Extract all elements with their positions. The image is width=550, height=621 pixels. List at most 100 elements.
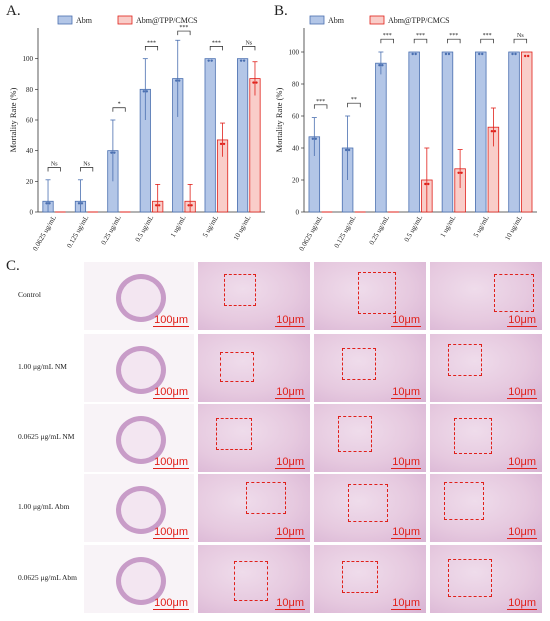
histology-image-high-mag: 10μm: [314, 474, 426, 542]
histology-image-low-mag: 100μm: [84, 404, 194, 472]
significance-bracket: [47, 167, 61, 172]
region-of-interest-box: [348, 484, 388, 522]
legend-label-abm: Abm: [76, 16, 93, 25]
region-of-interest-box: [246, 482, 286, 514]
data-point-abm: [411, 52, 414, 56]
data-point-tpp: [424, 182, 427, 186]
chart-b: 0 20 40 60 80 100 Mortality Rate (%) Abm Abm@TPP…: [274, 15, 537, 252]
chart-a: 0 20 40 60 80 100 Mortality Rate (%) Abm Abm@TPP…: [8, 15, 265, 252]
significance-bracket: [413, 38, 428, 44]
bar-abm: [204, 58, 216, 213]
histology-image-high-mag: 10μm: [198, 474, 310, 542]
tissue-section: [116, 486, 166, 534]
data-point-tpp: [255, 81, 258, 84]
y-tick-label: 20: [292, 177, 300, 185]
bar-abm: [375, 62, 387, 213]
significance-bracket: [80, 167, 94, 172]
data-point-tpp: [523, 54, 527, 58]
y-tick-label: 80: [292, 81, 300, 89]
significance-bracket: [242, 46, 256, 51]
histology-image-high-mag: 10μm: [198, 262, 310, 330]
region-of-interest-box: [454, 418, 492, 454]
scale-bar: 10μm: [507, 314, 537, 327]
data-point-tpp: [154, 204, 158, 207]
data-point-tpp: [190, 204, 193, 207]
region-of-interest-box: [224, 274, 256, 306]
tissue-section: [116, 416, 166, 464]
data-point-tpp: [222, 142, 226, 146]
x-tick-label: 5 ug/mL: [472, 214, 491, 239]
bar-abm: [237, 58, 249, 213]
region-of-interest-box: [448, 344, 482, 376]
data-point-abm: [110, 151, 113, 154]
scale-bar: 100μm: [153, 526, 189, 539]
significance-bracket: [177, 30, 191, 36]
tissue-section: [116, 274, 166, 322]
y-tick-label: 100: [23, 55, 34, 63]
y-axis-title: Mortality Rate (%): [274, 87, 284, 152]
scale-bar: 10μm: [275, 386, 305, 399]
histology-image-high-mag: 10μm: [430, 262, 542, 330]
histology-image-low-mag: 100μm: [84, 262, 194, 330]
data-point-abm: [481, 52, 484, 56]
x-tick-label: 0.25 ug/mL: [368, 214, 391, 246]
scale-bar: 10μm: [275, 456, 305, 469]
bar-abm: [441, 51, 454, 213]
scale-bar: 10μm: [391, 526, 421, 539]
data-point-abm: [178, 79, 181, 82]
legend-swatch-tpp: [117, 15, 133, 25]
significance-bracket: [209, 46, 223, 51]
histology-row-label: Control: [18, 290, 41, 299]
data-point-tpp: [526, 54, 530, 58]
y-tick-label: 40: [292, 145, 300, 153]
data-point-abm: [514, 52, 517, 56]
significance-bracket: [380, 38, 394, 44]
tissue-section: [116, 557, 166, 605]
significance-label: Ns: [245, 40, 252, 46]
histology-row-label: 0.0625 μg/mL NM: [18, 432, 75, 441]
data-point-abm: [207, 59, 210, 62]
scale-bar: 100μm: [153, 386, 189, 399]
histology-image-high-mag: 10μm: [198, 404, 310, 472]
y-tick-label: 0: [296, 209, 300, 217]
region-of-interest-box: [234, 561, 268, 601]
legend: Abm Abm@TPP/CMCS: [309, 15, 450, 25]
bar-abm: [408, 51, 420, 213]
data-point-abm: [113, 151, 116, 154]
histology-image-high-mag: 10μm: [198, 334, 310, 402]
x-tick-label: 0.0625 ug/mL: [298, 214, 325, 252]
data-point-abm: [242, 59, 246, 62]
x-tick-label: 10 ug/mL: [503, 214, 524, 242]
significance-label: ***: [416, 33, 425, 39]
x-tick-label: 5 ug/mL: [201, 214, 220, 239]
scale-bar: 10μm: [507, 597, 537, 610]
data-point-abm: [45, 202, 48, 205]
data-point-abm: [80, 202, 84, 205]
histology-image-low-mag: 100μm: [84, 474, 194, 542]
data-point-abm: [175, 79, 178, 82]
scale-bar: 100μm: [153, 597, 189, 610]
x-tick-label: 0.125 ug/mL: [333, 214, 358, 249]
panel-c-label: C.: [6, 258, 20, 274]
data-point-tpp: [187, 204, 190, 207]
significance-bracket: [347, 102, 361, 108]
significance-label: ***: [212, 40, 221, 46]
data-point-abm: [239, 59, 243, 62]
data-point-abm: [414, 52, 417, 56]
scale-bar: 10μm: [507, 456, 537, 469]
histology-image-high-mag: 10μm: [314, 404, 426, 472]
data-point-abm: [447, 52, 451, 56]
region-of-interest-box: [220, 352, 254, 382]
significance-bracket: [144, 46, 159, 51]
data-point-tpp: [157, 204, 161, 207]
data-point-abm: [511, 52, 514, 56]
legend: Abm Abm@TPP/CMCS: [57, 15, 198, 25]
region-of-interest-box: [494, 274, 534, 312]
x-tick-label: 1 ug/mL: [439, 214, 458, 239]
region-of-interest-box: [444, 482, 484, 520]
histology-image-high-mag: 10μm: [430, 474, 542, 542]
region-of-interest-box: [216, 418, 252, 450]
scale-bar: 10μm: [507, 526, 537, 539]
data-point-abm: [210, 59, 213, 62]
x-tick-label: 10 ug/mL: [232, 214, 253, 242]
